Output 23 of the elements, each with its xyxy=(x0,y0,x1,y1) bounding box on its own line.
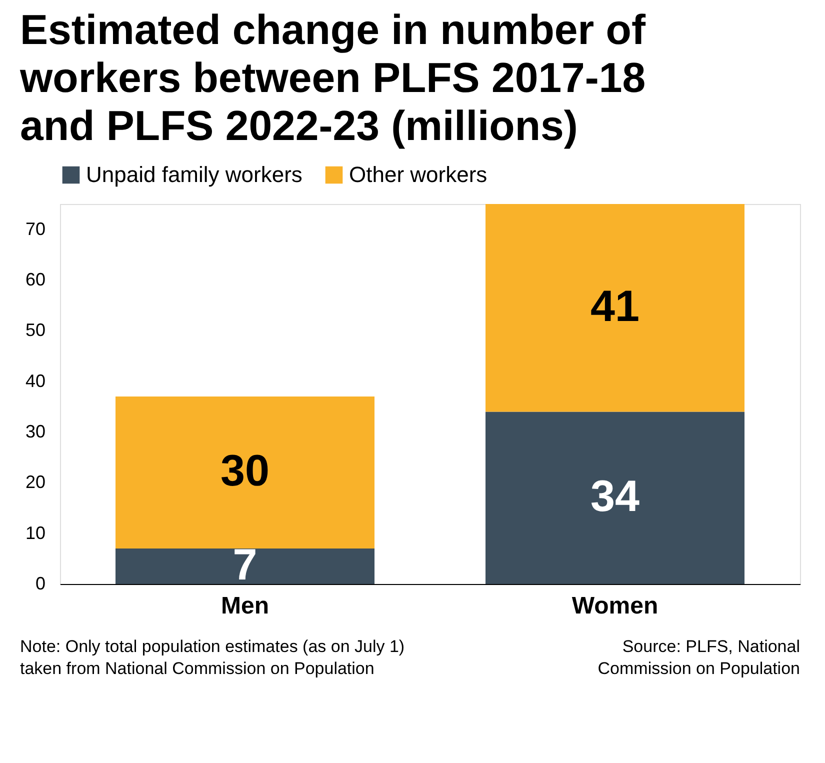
bar xyxy=(486,412,744,584)
x-tick-label: Men xyxy=(221,592,269,620)
bar xyxy=(116,548,374,584)
bar xyxy=(486,204,744,412)
chart-title: Estimated change in number of workers between PLFS 2017-18 and PLFS 2022-23 (millions) xyxy=(19,6,646,149)
data-label: 7 xyxy=(232,540,258,590)
text: Note: Only total population estimates (as on July 1) taken from National Commission on Population xyxy=(20,637,405,678)
y-tick-label: 70 xyxy=(25,218,46,239)
y-tick-label: 50 xyxy=(25,320,46,340)
y-tick-label: 30 xyxy=(25,422,46,442)
data-label: 30 xyxy=(220,446,270,496)
legend-label: Other workers xyxy=(349,162,488,187)
source-note: Source: PLFS, National Commission on Population xyxy=(598,637,800,678)
y-tick-label: 40 xyxy=(25,370,46,391)
data-label: 41 xyxy=(590,282,640,331)
y-tick-label: 60 xyxy=(25,270,46,290)
data-label: 34 xyxy=(590,472,640,521)
y-tick-label: 0 xyxy=(35,574,46,594)
legend-label: Unpaid family workers xyxy=(86,162,302,187)
x-tick-label: Women xyxy=(572,592,658,620)
bar xyxy=(116,396,374,549)
y-tick-label: 10 xyxy=(25,522,46,543)
y-tick-label: 20 xyxy=(25,472,46,492)
